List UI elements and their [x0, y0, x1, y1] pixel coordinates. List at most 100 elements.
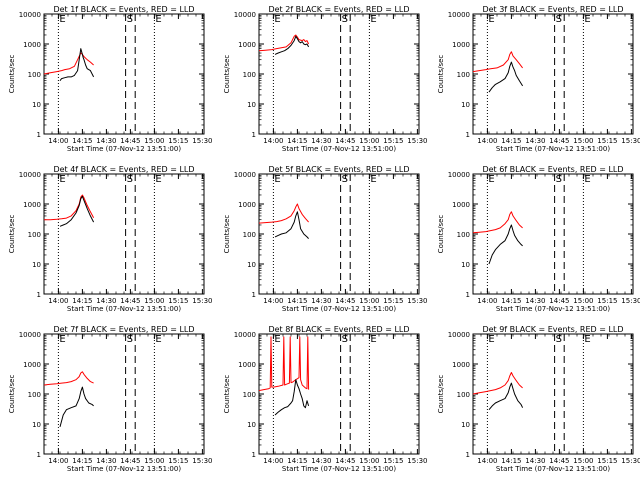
x-tick-label: 14:45	[335, 297, 355, 305]
x-tick-label: 14:15	[72, 457, 92, 465]
x-tick-label: 14:45	[549, 457, 569, 465]
y-axis-label: Counts/sec	[437, 55, 445, 94]
marker-label: E	[370, 14, 376, 25]
y-tick-label: 100	[28, 391, 41, 399]
x-tick-label: 14:30	[311, 137, 331, 145]
x-tick-label: 14:00	[263, 137, 283, 145]
series-line-lld	[472, 51, 523, 73]
marker-label: E	[274, 334, 280, 345]
y-tick-label: 10000	[234, 331, 256, 339]
y-axis-label: Counts/sec	[223, 215, 231, 254]
series-line-lld	[472, 211, 523, 234]
y-tick-label: 1000	[452, 361, 470, 369]
marker-label: S	[556, 334, 562, 345]
y-tick-label: 10000	[448, 171, 470, 179]
y-tick-label: 100	[243, 231, 256, 239]
x-tick-label: 14:15	[501, 297, 521, 305]
marker-label: E	[155, 334, 161, 345]
chart-panel-9: Det 9f BLACK = Events, RED = LLD 1 10 100 10…	[437, 325, 640, 473]
plot-frame	[43, 333, 205, 455]
x-tick-label: 14:30	[311, 297, 331, 305]
x-tick-label: 14:15	[287, 137, 307, 145]
x-tick-label: 15:15	[383, 297, 403, 305]
chart-title: Det 7f BLACK = Events, RED = LLD	[53, 325, 194, 334]
y-tick-label: 1000	[452, 41, 470, 49]
marker-label: E	[584, 14, 590, 25]
y-tick-label: 10	[32, 421, 41, 429]
y-tick-label: 1	[37, 451, 41, 459]
x-axis-label: Start Time (07-Nov-12 13:51:00)	[282, 465, 396, 473]
y-tick-label: 1000	[238, 41, 256, 49]
x-tick-label: 15:30	[407, 457, 427, 465]
x-tick-label: 14:45	[120, 137, 140, 145]
y-tick-label: 1	[252, 451, 256, 459]
x-axis-label: Start Time (07-Nov-12 13:51:00)	[282, 145, 396, 153]
chart-title: Det 3f BLACK = Events, RED = LLD	[482, 5, 623, 14]
x-tick-label: 14:00	[263, 457, 283, 465]
x-tick-label: 14:00	[477, 137, 497, 145]
x-tick-label: 15:30	[621, 137, 640, 145]
series-line-lld	[258, 203, 309, 224]
chart-title: Det 6f BLACK = Events, RED = LLD	[482, 165, 623, 174]
y-tick-label: 100	[243, 71, 256, 79]
x-tick-label: 15:00	[573, 297, 593, 305]
x-tick-label: 14:30	[96, 137, 116, 145]
x-tick-label: 15:30	[192, 297, 212, 305]
y-tick-label: 10	[247, 421, 256, 429]
x-tick-label: 15:30	[192, 457, 212, 465]
x-axis-label: Start Time (07-Nov-12 13:51:00)	[282, 305, 396, 313]
x-tick-label: 15:00	[359, 457, 379, 465]
x-tick-label: 14:00	[48, 297, 68, 305]
y-tick-label: 10000	[234, 171, 256, 179]
x-tick-label: 14:45	[335, 137, 355, 145]
x-tick-label: 14:15	[501, 457, 521, 465]
y-axis-label: Counts/sec	[223, 55, 231, 94]
chart-panel-4: Det 4f BLACK = Events, RED = LLD 1 10 100 10…	[8, 165, 212, 313]
y-tick-label: 100	[457, 71, 470, 79]
y-tick-label: 10000	[19, 171, 41, 179]
chart-panel-6: Det 6f BLACK = Events, RED = LLD 1 10 100 10…	[437, 165, 640, 313]
x-tick-label: 15:00	[573, 457, 593, 465]
y-tick-label: 10	[247, 261, 256, 269]
y-tick-label: 1000	[238, 361, 256, 369]
x-tick-label: 15:30	[407, 297, 427, 305]
plot-frame	[258, 333, 420, 455]
y-axis-label: Counts/sec	[223, 375, 231, 414]
y-tick-label: 1000	[23, 201, 41, 209]
y-tick-label: 10000	[19, 331, 41, 339]
x-tick-label: 14:00	[477, 457, 497, 465]
series-line-lld	[43, 371, 94, 386]
x-axis-label: Start Time (07-Nov-12 13:51:00)	[496, 145, 610, 153]
marker-label: E	[59, 334, 65, 345]
x-tick-label: 15:15	[597, 297, 617, 305]
marker-label: E	[584, 334, 590, 345]
plot-frame	[43, 173, 205, 295]
plot-frame	[472, 333, 634, 455]
x-tick-label: 14:45	[120, 297, 140, 305]
x-tick-label: 15:00	[144, 457, 164, 465]
x-tick-label: 15:15	[597, 137, 617, 145]
y-tick-label: 10000	[448, 11, 470, 19]
y-tick-label: 10	[461, 261, 470, 269]
y-tick-label: 10	[461, 421, 470, 429]
x-tick-label: 14:30	[96, 297, 116, 305]
series-line-events	[488, 382, 524, 411]
series-line-events	[488, 224, 523, 265]
marker-label: E	[59, 14, 65, 25]
series-line-events	[274, 35, 310, 55]
chart-panel-7: Det 7f BLACK = Events, RED = LLD 1 10 100 10…	[8, 325, 212, 473]
chart-title: Det 2f BLACK = Events, RED = LLD	[268, 5, 409, 14]
x-tick-label: 15:30	[407, 137, 427, 145]
x-tick-label: 14:00	[263, 297, 283, 305]
x-tick-label: 14:45	[120, 457, 140, 465]
x-axis-label: Start Time (07-Nov-12 13:51:00)	[67, 145, 181, 153]
marker-label: E	[59, 174, 65, 185]
x-tick-label: 15:00	[144, 297, 164, 305]
y-tick-label: 10000	[19, 11, 41, 19]
x-tick-label: 14:30	[96, 457, 116, 465]
marker-label: E	[488, 14, 494, 25]
x-tick-label: 15:00	[359, 297, 379, 305]
y-tick-label: 10	[32, 261, 41, 269]
x-tick-label: 15:15	[383, 137, 403, 145]
